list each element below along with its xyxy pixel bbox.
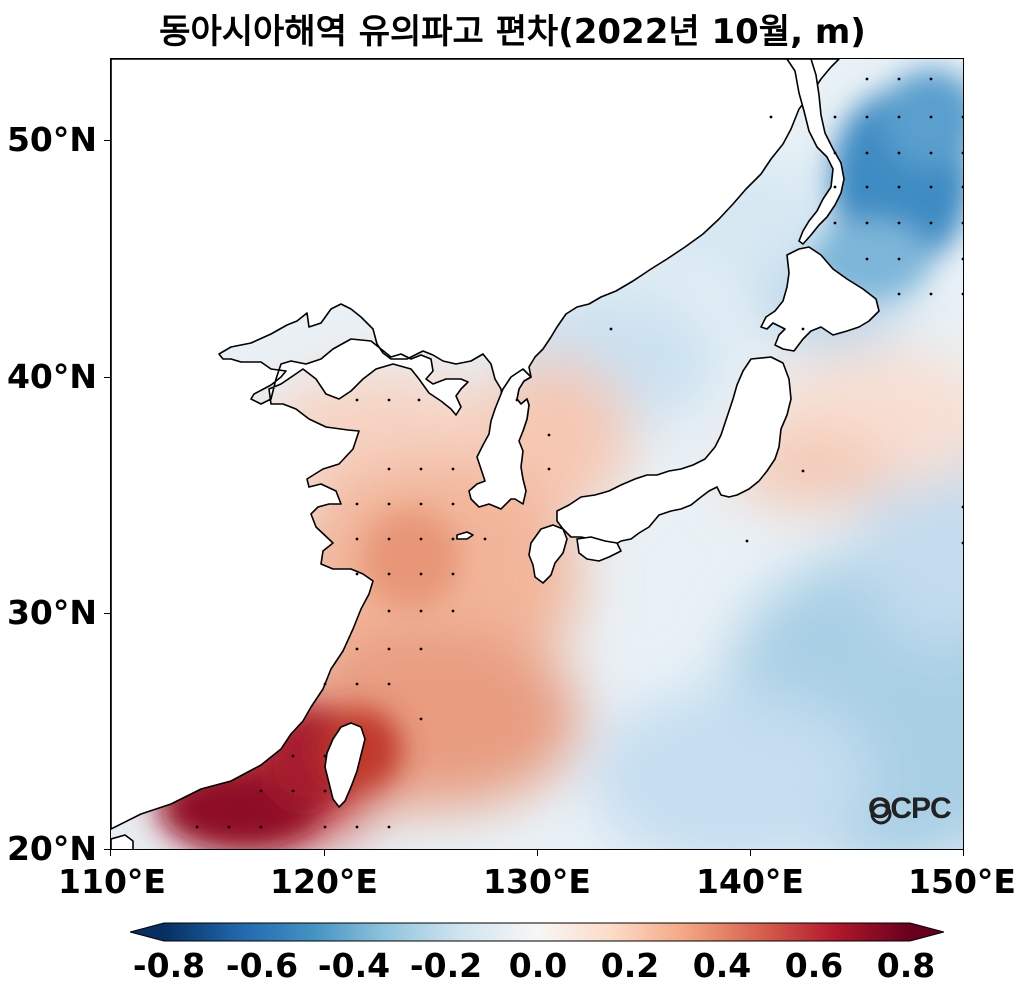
- map-panel: [110, 58, 964, 850]
- colorbar-label: -0.4: [317, 946, 391, 985]
- colorbar-label: 0.2: [600, 946, 660, 985]
- lat-tick: [104, 849, 110, 850]
- colorbar-label: 0.6: [784, 946, 844, 985]
- colorbar-label: -0.6: [225, 946, 299, 985]
- lat-label-20: 20°N: [6, 829, 97, 868]
- taiwan-island: [324, 722, 366, 808]
- colorbar-label: -0.8: [132, 946, 206, 985]
- lon-tick: [750, 850, 751, 856]
- hokkaido-island: [760, 246, 880, 352]
- map-title: 동아시아해역 유의파고 편차(2022년 10월, m): [159, 12, 866, 52]
- lon-tick: [324, 850, 325, 856]
- colorbar-label: 0.4: [692, 946, 752, 985]
- lat-label-40: 40°N: [6, 357, 97, 396]
- colorbar: [130, 922, 944, 942]
- kyushu-island: [528, 524, 568, 584]
- colorbar-left-extend: [130, 923, 164, 941]
- lon-label-130: 130°E: [483, 862, 591, 901]
- lat-label-30: 30°N: [6, 593, 97, 632]
- logo: [870, 803, 892, 825]
- lat-tick: [104, 140, 110, 141]
- colorbar-label: -0.2: [409, 946, 483, 985]
- land-mask: [111, 59, 880, 849]
- asia-mainland: [111, 59, 840, 830]
- lon-label-150: 150°E: [908, 862, 1016, 901]
- significance-dots: [195, 77, 963, 829]
- lon-tick: [110, 850, 111, 856]
- sakhalin-island: [786, 59, 845, 245]
- colorbar-right-extend: [910, 923, 944, 941]
- jeju-island: [456, 531, 474, 540]
- shikoku-island: [576, 536, 622, 562]
- colorbar-gradient: [164, 923, 910, 941]
- lat-tick: [104, 377, 110, 378]
- lon-label-120: 120°E: [270, 862, 378, 901]
- ocpc-logo-text: OCPC: [868, 792, 952, 825]
- colorbar-label: 0.8: [876, 946, 936, 985]
- korean-peninsula: [468, 368, 532, 510]
- colorbar-label: 0.0: [508, 946, 568, 985]
- lon-label-140: 140°E: [696, 862, 804, 901]
- lat-label-50: 50°N: [6, 120, 97, 159]
- lon-tick: [537, 850, 538, 856]
- anomaly-map: [111, 59, 963, 849]
- lon-label-110: 110°E: [58, 862, 166, 901]
- hainan-tip: [111, 834, 134, 849]
- lon-tick: [963, 850, 964, 856]
- lat-tick: [104, 613, 110, 614]
